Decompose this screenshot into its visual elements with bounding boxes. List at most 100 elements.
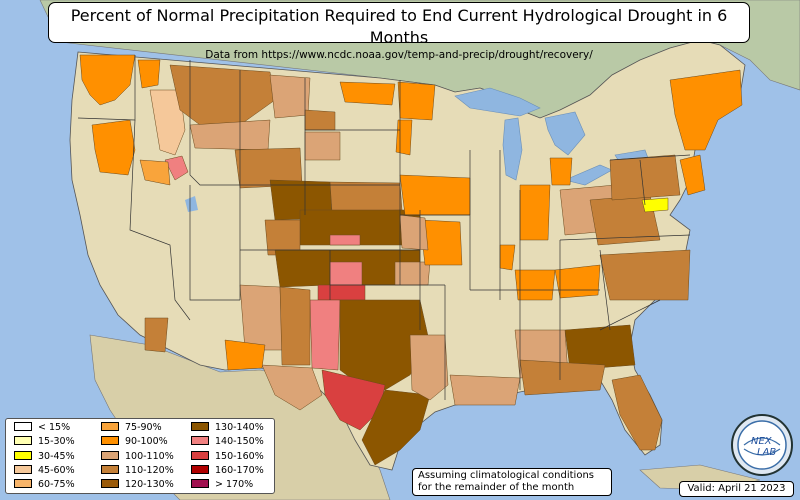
legend-swatch xyxy=(14,436,32,446)
region-mt-east xyxy=(269,74,311,119)
legend-swatch xyxy=(14,464,32,474)
region-nj xyxy=(679,154,706,196)
nexlab-logo-icon: NEX LAB xyxy=(731,414,793,476)
legend-swatch xyxy=(191,422,209,431)
title-box: Percent of Normal Precipitation Required… xyxy=(48,2,750,61)
legend-label: 75-90% xyxy=(125,422,162,433)
region-tx-central xyxy=(339,299,431,391)
legend-label: 15-30% xyxy=(38,436,75,448)
region-la-east-tx xyxy=(409,334,449,401)
region-tn xyxy=(554,264,601,299)
legend-label: 60-75% xyxy=(38,479,75,491)
legend-label: 160-170% xyxy=(215,464,264,476)
state-borders xyxy=(77,55,691,400)
region-mn-east xyxy=(397,81,436,121)
region-tx-south-red xyxy=(321,369,386,431)
legend-item: 90-100% xyxy=(101,436,168,448)
legend-swatch xyxy=(191,450,209,460)
legend-item: 100-110% xyxy=(101,450,174,463)
legend-item: 45-60% xyxy=(14,464,75,477)
region-pa xyxy=(609,154,681,201)
note-line-1: Assuming climatological conditions xyxy=(418,470,594,481)
region-nm-west xyxy=(239,284,283,351)
legend-label: 130-140% xyxy=(215,422,264,433)
legend-item: 140-150% xyxy=(191,436,264,448)
region-tx-west-pink xyxy=(309,299,341,371)
region-nm-mid xyxy=(279,286,311,366)
legend-item: 60-75% xyxy=(14,479,75,491)
legend-swatch xyxy=(101,450,119,460)
legend-item: 130-140% xyxy=(191,422,264,434)
valid-date: Valid: April 21 2023 xyxy=(679,481,794,497)
region-wa-west xyxy=(79,54,136,106)
region-ks-red xyxy=(329,234,361,246)
legend-item: 30-45% xyxy=(14,450,75,463)
assumption-note: Assuming climatological conditions for t… xyxy=(412,468,612,496)
drought-regions xyxy=(79,54,743,466)
region-az-brown xyxy=(144,317,169,353)
great-salt-lake xyxy=(185,196,198,212)
map-title: Percent of Normal Precipitation Required… xyxy=(70,6,728,47)
legend-item: > 170% xyxy=(191,479,253,491)
logo-text-lab: LAB xyxy=(757,447,776,458)
legend-item: 110-120% xyxy=(101,464,174,477)
region-id-red xyxy=(164,155,189,181)
region-ne-us xyxy=(669,69,743,151)
region-ia xyxy=(399,174,471,216)
legend-label: 120-130% xyxy=(125,479,174,491)
legend-label: 90-100% xyxy=(125,436,168,448)
legend-swatch xyxy=(191,479,209,489)
region-nv-orange xyxy=(139,159,171,186)
legend-swatch xyxy=(101,464,119,474)
region-sd xyxy=(304,131,341,161)
legend-item: 75-90% xyxy=(101,422,162,434)
region-wi xyxy=(395,119,413,156)
region-ky-tn-orange xyxy=(514,269,556,301)
legend-item: 150-160% xyxy=(191,450,264,463)
region-nc xyxy=(599,249,691,301)
lake-michigan xyxy=(502,117,523,181)
region-gulf-coast xyxy=(519,359,606,396)
region-sd-west xyxy=(304,109,336,131)
note-line-2: for the remainder of the month xyxy=(418,482,575,493)
region-tx-west xyxy=(261,364,323,411)
region-nm xyxy=(274,249,331,288)
legend-label: 140-150% xyxy=(215,436,264,448)
region-az-orange xyxy=(224,339,266,371)
legend-item: 15-30% xyxy=(14,436,75,448)
region-ok-red xyxy=(329,261,363,286)
region-md-yellow xyxy=(641,197,669,213)
legend-label: 150-160% xyxy=(215,450,264,462)
region-fl xyxy=(611,374,663,451)
legend-item: < 15% xyxy=(14,422,70,434)
legend-swatch xyxy=(101,436,119,446)
legend-swatch xyxy=(101,479,119,489)
legend-label: 45-60% xyxy=(38,464,75,476)
legend: < 15% 15-30% 30-45% 45-60% 60-75% 75-90% 90-10… xyxy=(5,418,275,494)
legend-swatch xyxy=(191,436,209,446)
region-mi xyxy=(549,157,573,186)
region-mo xyxy=(419,219,463,266)
map-subtitle: Data from https://www.ncdc.noaa.gov/temp… xyxy=(205,49,593,61)
lake-superior xyxy=(454,87,541,117)
legend-item: 160-170% xyxy=(191,464,264,477)
region-mo-light xyxy=(399,214,429,251)
legend-label: 100-110% xyxy=(125,450,174,462)
region-or-east xyxy=(137,59,161,89)
region-mn xyxy=(339,81,396,106)
legend-swatch xyxy=(14,479,32,489)
region-in xyxy=(519,184,551,241)
region-tx-panhandle-red xyxy=(317,284,366,301)
legend-item: 120-130% xyxy=(101,479,174,491)
legend-label: 110-120% xyxy=(125,464,174,476)
legend-label: > 170% xyxy=(215,479,254,491)
legend-swatch xyxy=(101,422,119,431)
region-mt-south xyxy=(189,119,271,151)
legend-label: 30-45% xyxy=(38,450,75,462)
legend-swatch xyxy=(191,464,209,474)
legend-swatch xyxy=(14,450,32,460)
logo-text-nex: NEX xyxy=(751,436,773,447)
lake-huron xyxy=(544,111,586,156)
region-la xyxy=(449,374,521,406)
